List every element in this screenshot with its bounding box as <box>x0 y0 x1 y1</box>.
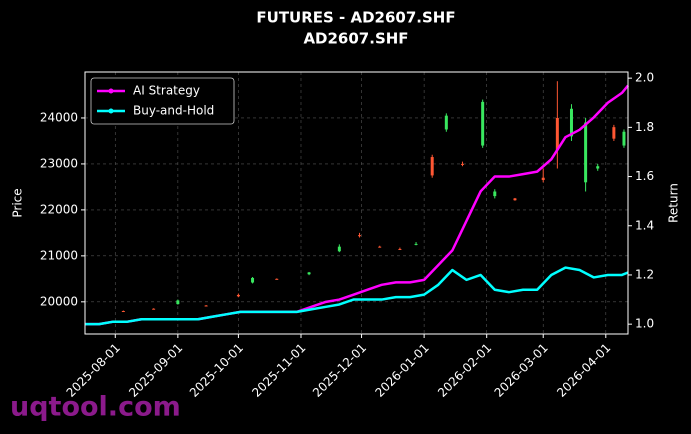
y2-tick-label: 1.2 <box>635 267 654 281</box>
candle-body <box>555 117 559 151</box>
legend-box <box>90 77 235 125</box>
y2-tick-label: 1.6 <box>635 169 654 183</box>
candle-body <box>612 127 616 139</box>
candle-body <box>584 122 588 183</box>
candle-body <box>251 277 255 283</box>
candle-body <box>378 246 382 248</box>
chart-title: FUTURES - AD2607.SHF <box>256 9 455 27</box>
y-tick-label: 23000 <box>40 156 78 170</box>
y-tick-label: 20000 <box>40 294 78 308</box>
candle-body <box>337 246 341 252</box>
chart-subtitle: AD2607.SHF <box>303 30 408 48</box>
legend-marker <box>108 108 114 114</box>
candle-body <box>444 115 448 130</box>
candle-body <box>275 278 279 280</box>
candle-body <box>414 243 418 245</box>
candle-body <box>569 108 573 137</box>
y2-tick-label: 2.0 <box>635 71 654 85</box>
plot-frame <box>84 71 629 335</box>
candle-body <box>121 311 125 313</box>
y2-tick-label: 1.8 <box>635 120 654 134</box>
series-line <box>85 266 629 326</box>
y-tick-label: 21000 <box>40 248 78 262</box>
candle-body <box>622 131 626 146</box>
y2-tick-label: 1.4 <box>635 218 654 232</box>
candle-body <box>596 166 600 169</box>
candle-body <box>176 300 180 305</box>
y2-axis-label: Return <box>667 183 681 223</box>
candle-body <box>358 235 362 237</box>
candle-body <box>541 177 545 181</box>
candle-body <box>236 294 240 297</box>
candle-body <box>307 272 311 275</box>
candle-body <box>398 248 402 250</box>
candle-body <box>493 191 497 197</box>
y-tick-label: 22000 <box>40 202 78 216</box>
candle-body <box>204 305 208 307</box>
candle-body <box>152 308 156 310</box>
candle-body <box>460 163 464 165</box>
y-tick-label: 24000 <box>40 110 78 124</box>
candle-body <box>430 157 434 176</box>
y2-tick-label: 1.0 <box>635 317 654 331</box>
candle-body <box>513 198 517 201</box>
watermark: uqtool.com <box>10 392 181 423</box>
candle-body <box>481 101 485 146</box>
y-axis-label: Price <box>11 188 25 217</box>
legend-marker <box>108 88 114 94</box>
legend-label: AI Strategy <box>133 84 200 98</box>
legend-label: Buy-and-Hold <box>133 104 214 118</box>
